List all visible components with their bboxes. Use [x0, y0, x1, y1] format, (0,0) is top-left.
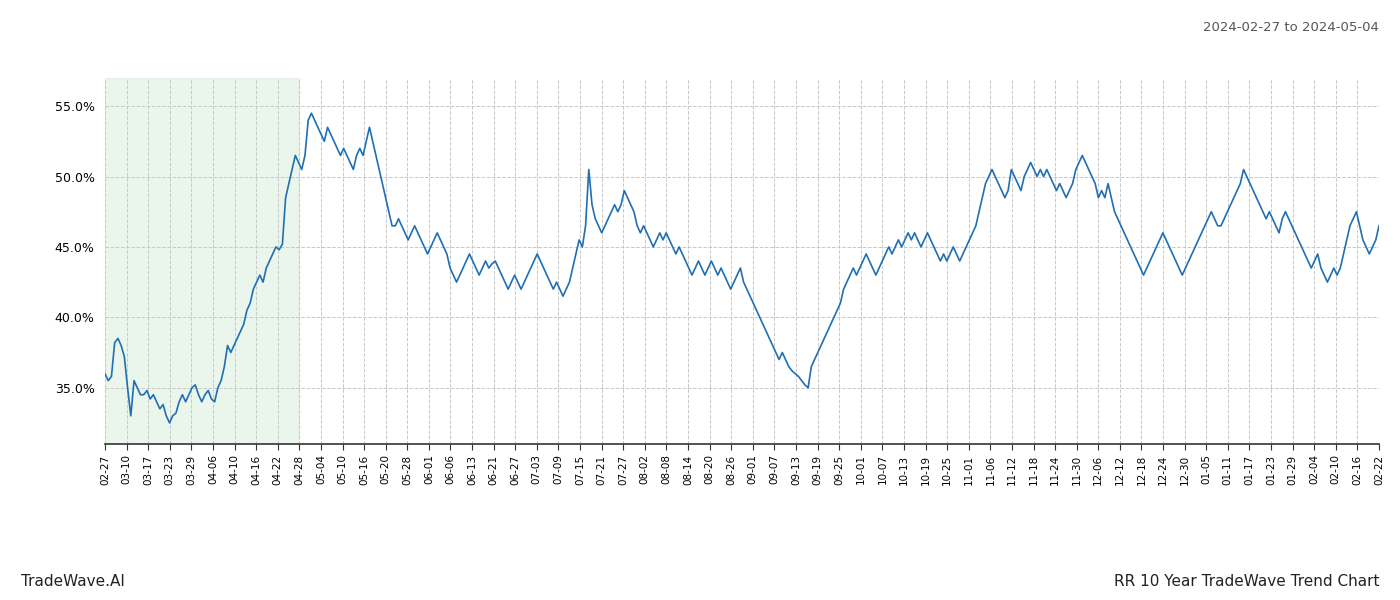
Text: RR 10 Year TradeWave Trend Chart: RR 10 Year TradeWave Trend Chart: [1113, 574, 1379, 589]
Text: 2024-02-27 to 2024-05-04: 2024-02-27 to 2024-05-04: [1203, 21, 1379, 34]
Bar: [105, 78, 300, 444]
Text: TradeWave.AI: TradeWave.AI: [21, 574, 125, 589]
